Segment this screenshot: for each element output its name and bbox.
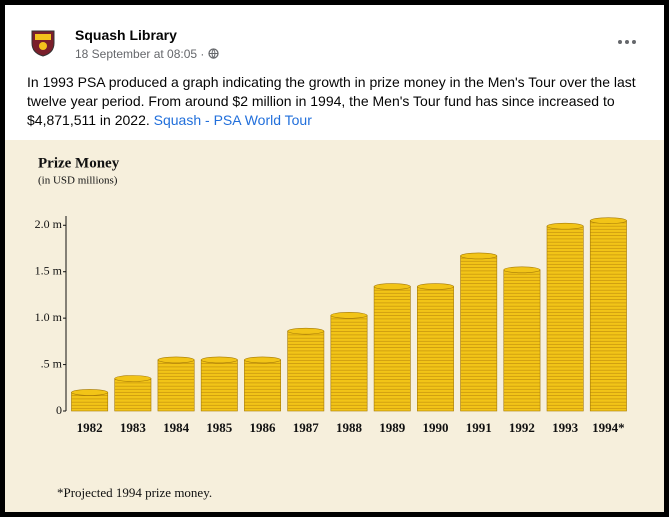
chart-subtitle: (in USD millions) — [38, 175, 118, 187]
bar — [373, 286, 411, 412]
bar-cap — [330, 312, 368, 319]
globe-icon — [208, 48, 219, 59]
bar-cap — [114, 375, 152, 382]
bar-cap — [373, 283, 411, 290]
post-time[interactable]: 18 September at 08:05 · — [75, 47, 205, 61]
bar — [287, 330, 325, 412]
y-tick-label: 0 — [56, 403, 62, 417]
bar — [503, 269, 541, 412]
x-tick-label: 1990 — [422, 420, 448, 435]
post-meta[interactable]: 18 September at 08:05 · — [75, 47, 219, 61]
post-link[interactable]: Squash - PSA World Tour — [153, 112, 312, 128]
bar-cap — [71, 389, 109, 396]
x-tick-label: 1987 — [293, 420, 320, 435]
chart-title: Prize Money — [38, 155, 120, 171]
x-tick-label: 1994* — [592, 420, 625, 435]
x-tick-label: 1992 — [509, 420, 535, 435]
bar — [460, 255, 498, 412]
post-text: In 1993 PSA produced a graph indicating … — [27, 73, 652, 130]
y-tick-label: 1.0 m — [35, 310, 63, 324]
bar — [417, 286, 454, 412]
more-menu[interactable] — [617, 39, 637, 45]
bar-cap — [200, 356, 238, 364]
bar — [244, 359, 281, 412]
x-tick-label: 1984 — [163, 420, 190, 435]
bar — [589, 220, 627, 412]
bar-cap — [589, 217, 627, 224]
x-tick-label: 1989 — [379, 420, 406, 435]
bar — [546, 225, 584, 412]
y-tick-label: .5 m — [41, 356, 63, 370]
x-tick-label: 1985 — [206, 420, 233, 435]
bar — [157, 359, 195, 412]
y-tick-label: 2.0 m — [35, 217, 63, 231]
bar-cap — [546, 222, 584, 230]
x-tick-label: 1991 — [466, 420, 492, 435]
bar — [114, 378, 152, 412]
page-logo[interactable] — [30, 29, 56, 57]
y-tick-label: 1.5 m — [35, 263, 63, 277]
bar-cap — [417, 283, 454, 290]
chart: Prize Money (in USD millions) *Projected… — [5, 140, 664, 512]
footnote: *Projected 1994 prize money. — [57, 485, 212, 500]
post-card: Squash Library 18 September at 08:05 · I… — [5, 5, 664, 512]
bar-cap — [157, 356, 195, 364]
x-tick-label: 1982 — [77, 420, 103, 435]
author-name[interactable]: Squash Library — [75, 27, 177, 43]
bar-cap — [287, 327, 325, 335]
x-tick-label: 1983 — [120, 420, 147, 435]
x-tick-label: 1986 — [250, 420, 277, 435]
x-tick-label: 1988 — [336, 420, 363, 435]
bar-cap — [503, 266, 541, 274]
x-tick-label: 1993 — [552, 420, 579, 435]
post-body: In 1993 PSA produced a graph indicating … — [27, 74, 636, 128]
bar — [200, 359, 238, 412]
bar-cap — [244, 356, 281, 364]
bar-cap — [460, 252, 498, 260]
bar — [330, 315, 368, 412]
